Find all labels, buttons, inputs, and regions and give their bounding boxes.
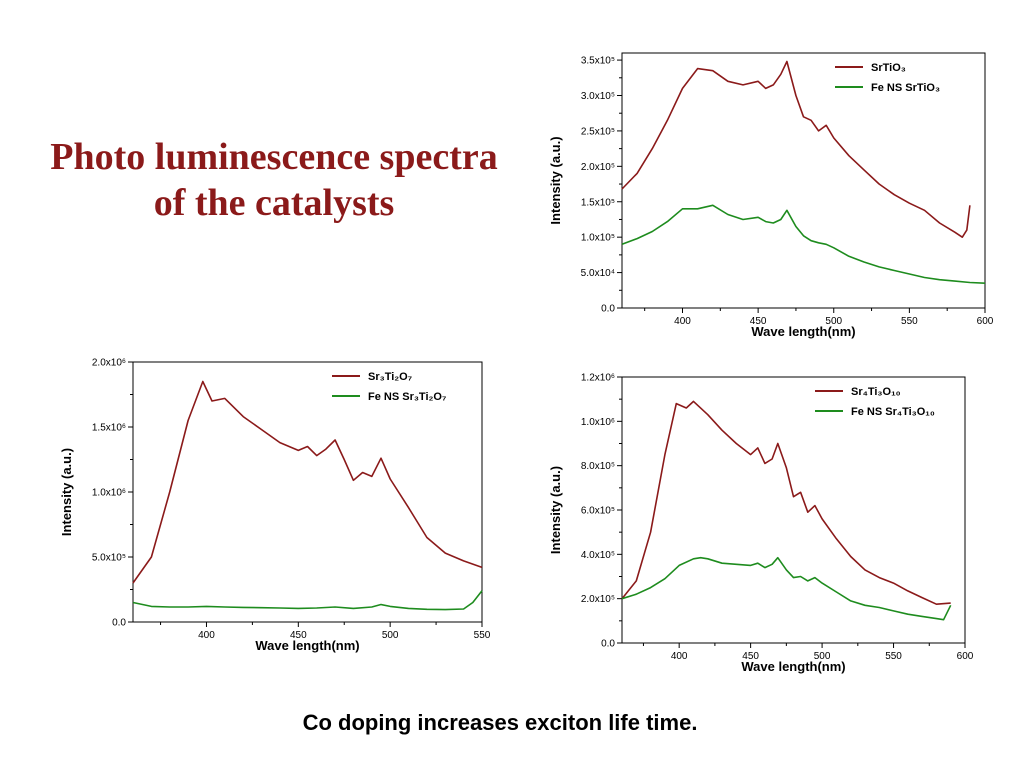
- series-line-2: [621, 556, 952, 621]
- y-tick-label: 1.0x10⁵: [581, 233, 615, 244]
- y-axis-title: Intensity (a.u.): [548, 136, 563, 224]
- slide-title-line1: Photo luminescence spectra: [50, 136, 498, 178]
- y-tick-label: 8.0x10⁵: [581, 461, 615, 472]
- y-tick-label: 5.0x10⁴: [581, 268, 615, 279]
- y-tick-label: 2.5x10⁵: [581, 126, 615, 137]
- series-line-1: [621, 400, 951, 606]
- x-tick-label: 550: [474, 630, 491, 641]
- legend-label: Fe NS Sr₄Ti₃O₁₀: [851, 406, 935, 418]
- x-tick-label: 500: [382, 630, 399, 641]
- x-tick-label: 400: [671, 651, 688, 662]
- y-tick-label: 6.0x10⁵: [581, 506, 615, 517]
- y-tick-label: 1.0x10⁶: [92, 488, 126, 499]
- y-tick-label: 2.0x10⁶: [92, 358, 126, 369]
- legend-label: Sr₄Ti₃O₁₀: [851, 386, 901, 398]
- plot-frame: [621, 52, 986, 309]
- x-tick-label: 450: [742, 651, 759, 662]
- slide-caption: Co doping increases exciton life time.: [302, 710, 698, 735]
- x-tick-label: 500: [814, 651, 831, 662]
- y-tick-label: 0.0: [601, 639, 615, 650]
- y-tick-label: 0.0: [112, 618, 126, 629]
- x-tick-label: 600: [957, 651, 974, 662]
- y-axis-title: Intensity (a.u.): [59, 448, 74, 536]
- series-line-1: [132, 380, 483, 584]
- legend-label: Fe NS Sr₃Ti₂O₇: [368, 391, 446, 403]
- x-tick-label: 600: [977, 316, 994, 327]
- series-line-1: [621, 60, 971, 238]
- y-tick-label: 3.0x10⁵: [581, 91, 615, 102]
- series-line-2: [621, 204, 986, 284]
- y-axis-title: Intensity (a.u.): [548, 466, 563, 554]
- y-tick-label: 2.0x10⁵: [581, 594, 615, 605]
- legend-label: SrTiO₃: [871, 62, 906, 74]
- x-axis-title: Wave length(nm): [751, 324, 855, 339]
- y-tick-label: 1.5x10⁶: [92, 423, 126, 434]
- y-tick-label: 1.5x10⁵: [581, 197, 615, 208]
- y-tick-label: 1.0x10⁶: [581, 417, 615, 428]
- y-tick-label: 1.2x10⁶: [581, 373, 615, 384]
- x-tick-label: 400: [198, 630, 215, 641]
- x-tick-label: 500: [825, 316, 842, 327]
- y-tick-label: 2.0x10⁵: [581, 162, 615, 173]
- y-tick-label: 0.0: [601, 304, 615, 315]
- x-tick-label: 550: [901, 316, 918, 327]
- y-tick-label: 4.0x10⁵: [581, 550, 615, 561]
- chart-sr4ti3o10: 400 450 500 550 600 0.0 2.0x10⁵ 4.0x10⁵ 6.0x10⁵ 8…: [548, 373, 974, 675]
- y-tick-label: 5.0x10⁵: [92, 553, 126, 564]
- slide-title-line2: of the catalysts: [153, 182, 395, 224]
- chart-sr3ti2o7: 400 450 500 550 0.0 5.0x10⁵ 1.0x10⁶ 1.5x10⁶ 2.0x…: [59, 358, 491, 654]
- legend-label: Fe NS SrTiO₃: [871, 82, 940, 94]
- legend-label: Sr₃Ti₂O₇: [368, 371, 412, 383]
- x-tick-label: 400: [674, 316, 691, 327]
- y-tick-label: 3.5x10⁵: [581, 56, 615, 67]
- series-line-2: [132, 590, 483, 611]
- x-axis-title: Wave length(nm): [741, 659, 845, 674]
- x-axis-title: Wave length(nm): [255, 638, 359, 653]
- slide-title: Photo luminescence spectra of the cataly…: [12, 134, 536, 226]
- x-tick-label: 450: [290, 630, 307, 641]
- x-tick-label: 550: [885, 651, 902, 662]
- x-tick-label: 450: [750, 316, 767, 327]
- chart-srtio3: 400 450 500 550 600 0.0 5.0x10⁴ 1.0x10⁵ 1.5x10⁵ 2…: [548, 52, 994, 339]
